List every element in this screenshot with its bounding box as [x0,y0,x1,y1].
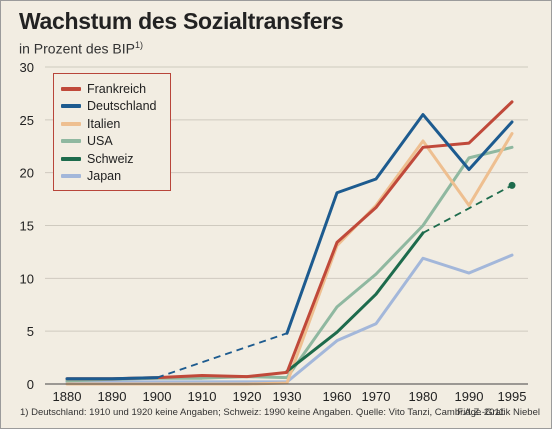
legend-label: Japan [87,169,122,184]
x-tick-label: 1970 [362,389,391,404]
graphic-credit: F.A.Z.-Grafik Niebel [457,407,540,418]
series-deutschland [65,113,514,381]
y-tick-label: 30 [20,60,34,75]
legend-swatch [61,156,81,161]
legend-swatch [61,139,81,144]
subtitle-text: in Prozent des BIP [19,40,135,57]
legend-label: Frankreich [87,81,147,96]
series-line-schweiz [285,231,425,373]
legend-label: Italien [87,116,121,131]
x-tick-label: 1930 [273,389,302,404]
data-point-schweiz-1995 [508,181,516,189]
x-tick-label: 1900 [143,389,172,404]
legend-item-frankreich: Frankreich [61,80,170,98]
y-tick-label: 15 [20,219,34,234]
y-tick-label: 20 [20,166,34,181]
x-tick-label: 1880 [53,389,82,404]
y-tick-label: 10 [20,271,34,286]
x-tick-label: 1890 [98,389,127,404]
x-axis-ticks: 1880 1890 1900 1910 1920 1930 1960 1970 1980 1990… [53,389,527,404]
series-gap-deutschland [156,332,288,379]
y-tick-label: 0 [27,377,34,392]
legend-swatch [61,86,81,91]
subtitle-footnote-marker: 1) [134,40,143,50]
legend-swatch [61,104,81,109]
legend-item-deutschland: Deutschland [61,98,170,116]
legend-swatch [61,174,81,179]
chart-title: Wachstum des Sozialtransfers [19,8,344,34]
y-tick-label: 25 [20,113,34,128]
legend-item-schweiz: Schweiz [61,150,170,168]
series-gap-schweiz [422,184,513,234]
legend-label: Schweiz [87,151,134,166]
x-tick-label: 1980 [409,389,438,404]
legend-item-japan: Japan [61,168,170,186]
chart-subtitle: in Prozent des BIP1) [19,40,143,57]
series-schweiz [285,181,516,373]
x-tick-label: 1990 [455,389,484,404]
chart-legend: Frankreich Deutschland Italien USA Schweiz Ja… [53,73,171,191]
legend-item-italien: Italien [61,115,170,133]
y-axis-ticks: 0 5 10 15 20 25 30 [20,60,34,392]
x-tick-label: 1995 [498,389,527,404]
legend-label: USA [87,134,113,149]
x-tick-label: 1910 [188,389,217,404]
legend-item-usa: USA [61,133,170,151]
footnote: 1) Deutschland: 1910 und 1920 keine Anga… [20,407,505,418]
grid-lines [45,66,528,332]
series-line-deutschland [65,376,159,381]
legend-label: Deutschland [87,99,157,114]
y-tick-label: 5 [27,324,34,339]
x-tick-label: 1920 [233,389,262,404]
series-line-deutschland [285,113,514,335]
x-tick-label: 1960 [323,389,352,404]
legend-swatch [61,121,81,126]
